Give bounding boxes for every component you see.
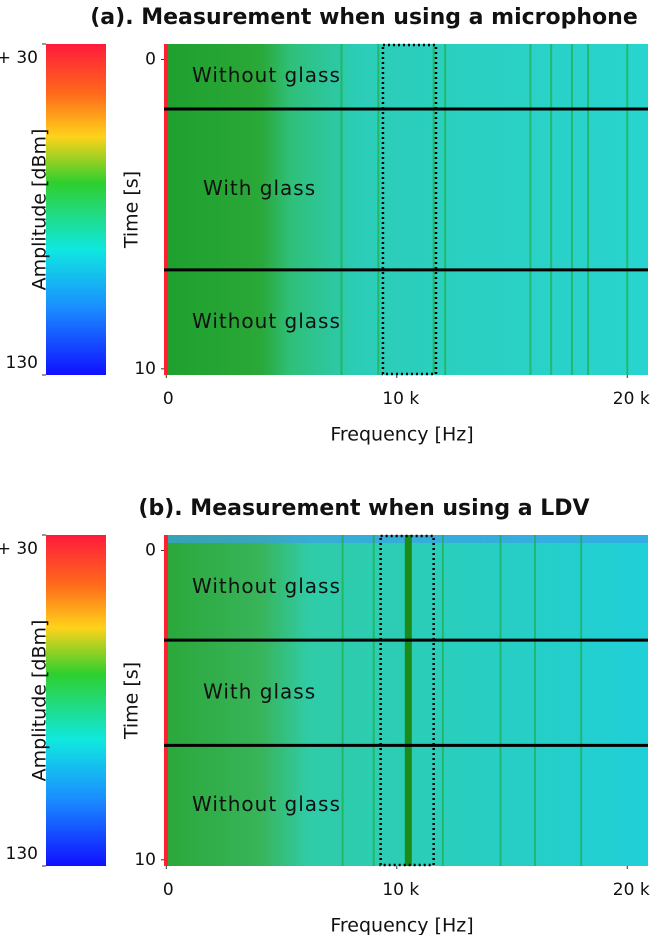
red-edge [164, 44, 168, 375]
y-tick-label: 0 [145, 49, 156, 69]
annotation: With glass [203, 679, 316, 703]
x-tick-label: 20 k [613, 389, 650, 409]
x-tick-label: 10 k [382, 880, 419, 900]
annotation: Without glass [192, 574, 341, 598]
annotation: Without glass [192, 309, 341, 333]
chart-title: (b). Measurement when using a LDV [138, 496, 589, 521]
x-tick-label: 20 k [613, 880, 650, 900]
colorbar-label: Amplitude [dBm] [29, 620, 51, 782]
colorbar-label: Amplitude [dBm] [29, 129, 51, 291]
colorbar-tick-label: + 30 [0, 48, 38, 68]
annotation: With glass [203, 176, 316, 200]
figure: (a). Measurement when using a microphone… [0, 0, 657, 935]
colorbar-tick-label: - 130 [0, 844, 38, 864]
y-axis-label: Time [s] [121, 171, 143, 249]
red-edge [164, 535, 168, 866]
x-axis-label: Frequency [Hz] [330, 424, 473, 446]
colorbar [46, 535, 106, 866]
chart-title: (a). Measurement when using a microphone [90, 5, 638, 30]
y-tick-label: 10 [134, 359, 156, 379]
x-tick-label: 0 [163, 389, 174, 409]
colorbar-tick-label: + 30 [0, 539, 38, 559]
colorbar [46, 44, 106, 375]
annotation: Without glass [192, 63, 341, 87]
x-tick-label: 0 [163, 880, 174, 900]
annotation: Without glass [192, 792, 341, 816]
x-tick-label: 10 k [382, 389, 419, 409]
y-axis-label: Time [s] [121, 662, 143, 740]
x-axis-label: Frequency [Hz] [330, 915, 473, 935]
colorbar-tick-label: - 130 [0, 353, 38, 373]
y-tick-label: 10 [134, 850, 156, 870]
y-tick-label: 0 [145, 540, 156, 560]
